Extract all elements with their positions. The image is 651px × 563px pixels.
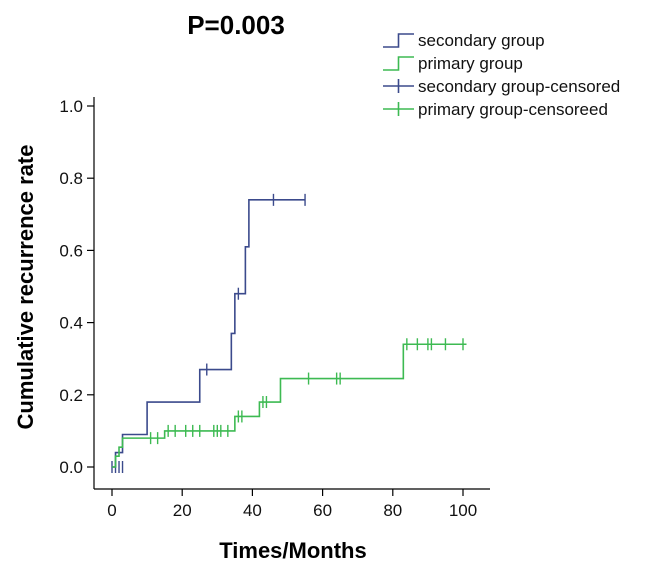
x-tick-label: 20	[173, 501, 192, 520]
legend-label: secondary group	[418, 31, 545, 50]
plot-area	[111, 193, 467, 473]
chart-title: P=0.003	[187, 10, 285, 40]
y-tick-label: 0.4	[59, 314, 83, 333]
legend-label: secondary group-censored	[418, 77, 620, 96]
y-tick-label: 0.6	[59, 241, 83, 260]
y-tick-label: 0.2	[59, 386, 83, 405]
secondary-legend-line-swatch	[383, 33, 414, 48]
x-axis: 0 20 40 60 80 100	[94, 488, 490, 520]
x-tick-label: 40	[243, 501, 262, 520]
legend: secondary group primary group secondary gr…	[383, 31, 620, 119]
primary-group-line	[112, 343, 467, 468]
y-tick-label: 0.0	[59, 458, 83, 477]
x-axis-title: Times/Months	[219, 538, 367, 563]
legend-label: primary group-censoreed	[418, 100, 608, 119]
y-axis-title: Cumulative recurrence rate	[13, 145, 38, 430]
x-tick-label: 0	[107, 501, 116, 520]
y-tick-label: 0.8	[59, 169, 83, 188]
y-axis: 0.0 0.2 0.4 0.6 0.8 1.0	[59, 97, 95, 489]
x-tick-label: 60	[313, 501, 332, 520]
y-tick-label: 1.0	[59, 97, 83, 116]
legend-label: primary group	[418, 54, 523, 73]
x-tick-label: 100	[449, 501, 477, 520]
primary-legend-line-swatch	[383, 56, 414, 71]
secondary-group-line	[112, 199, 306, 468]
x-tick-label: 80	[383, 501, 402, 520]
